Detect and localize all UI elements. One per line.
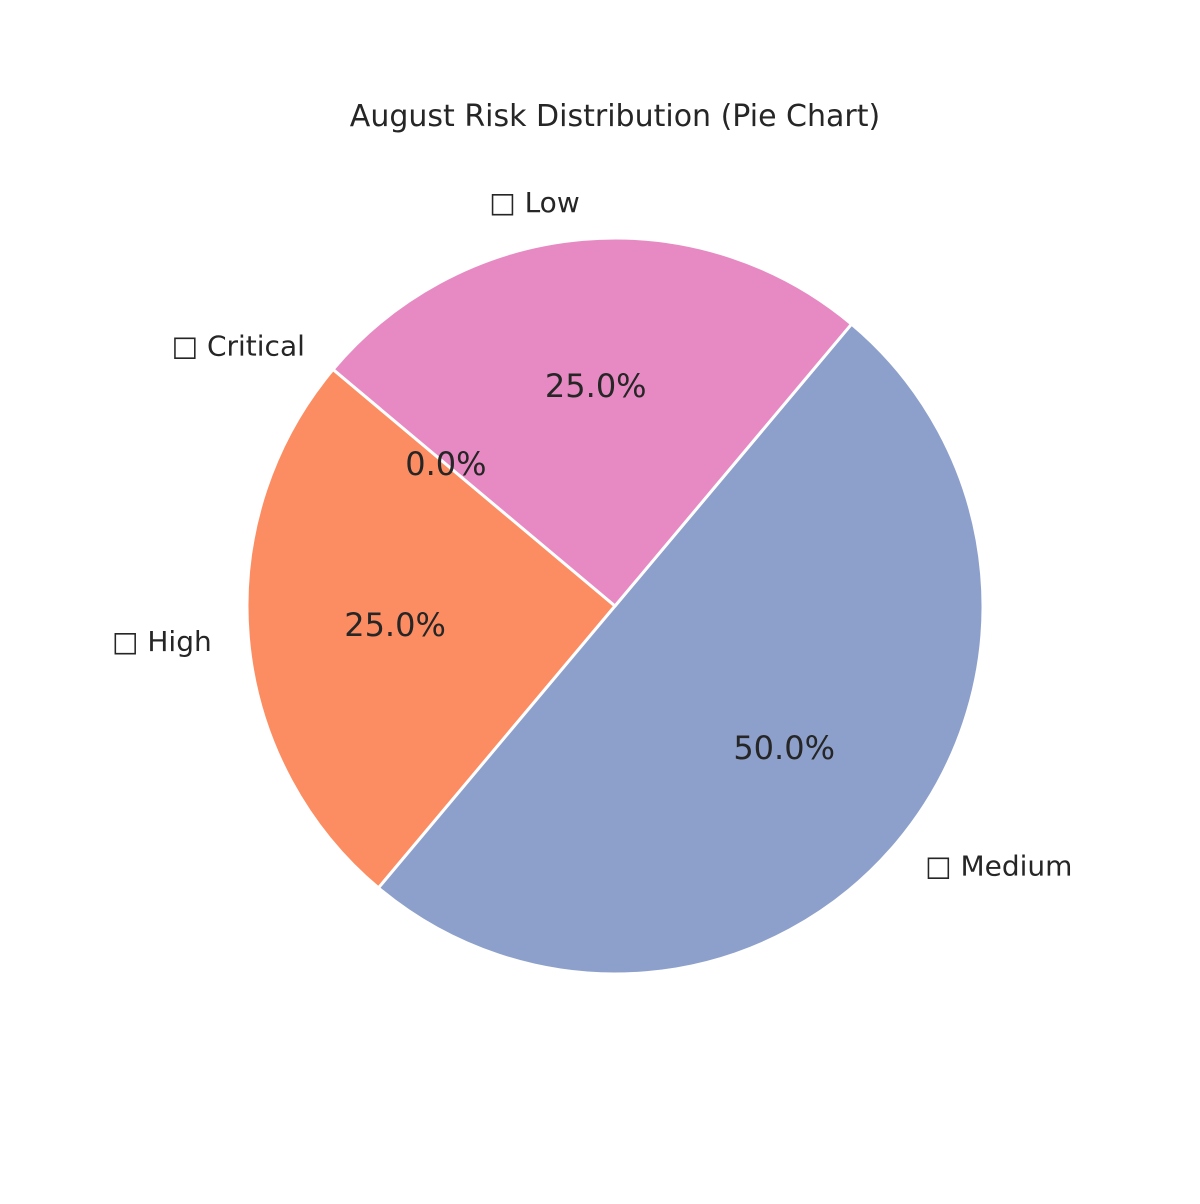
chart-title: August Risk Distribution (Pie Chart) [350, 99, 880, 134]
pie-slice-medium [376, 322, 985, 976]
pie-slice-low [331, 236, 854, 608]
pie-slices [245, 236, 985, 976]
category-labels: □ Critical □ High □ Medium □ Low [112, 186, 1072, 882]
category-label-high: □ High [112, 625, 212, 658]
category-label-low: □ Low [489, 186, 580, 219]
percent-labels: 0.0% 25.0% 50.0% 25.0% [344, 367, 835, 767]
pie-slice-high [245, 367, 617, 890]
percent-label-high: 25.0% [344, 606, 446, 644]
category-label-medium: □ Medium [925, 850, 1072, 883]
percent-label-critical: 0.0% [405, 445, 486, 483]
category-label-critical: □ Critical [172, 329, 305, 362]
percent-label-medium: 50.0% [733, 729, 835, 767]
percent-label-low: 25.0% [545, 367, 647, 405]
